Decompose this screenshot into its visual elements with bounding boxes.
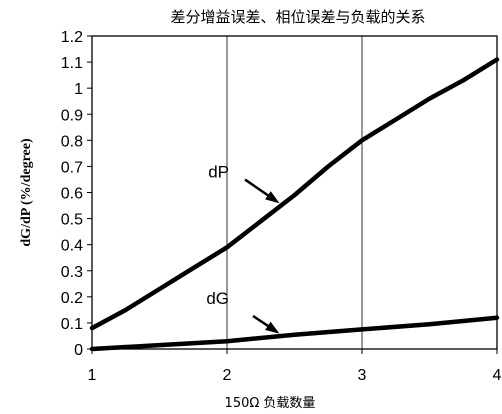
x-tick-label: 3 <box>358 367 367 384</box>
y-tick-label: 0.5 <box>61 212 83 229</box>
y-tick-label: 1 <box>74 81 83 98</box>
y-tick-label: 0.1 <box>61 316 83 333</box>
y-tick-label: 0.9 <box>61 107 83 124</box>
x-axis-label: 150Ω 负载数量 <box>225 396 316 411</box>
y-tick-label: 0.2 <box>61 290 83 307</box>
series-group <box>89 57 500 352</box>
y-tick-label: 1.1 <box>61 55 83 72</box>
grid <box>226 36 363 349</box>
annotation-arrowhead-dG <box>265 321 280 334</box>
annotation-label-dP: dP <box>208 163 229 182</box>
series-line-dG <box>89 315 500 352</box>
y-tick-label: 0.8 <box>61 133 83 150</box>
chart-title: 差分增益误差、相位误差与负载的关系 <box>170 8 425 26</box>
x-tick-label: 1 <box>88 367 97 384</box>
y-tick-label: 0.6 <box>61 186 83 203</box>
annotation-group: dP dG <box>206 163 280 334</box>
annotation-label-dG: dG <box>206 289 229 308</box>
annotation-arrowhead-dP <box>265 191 280 204</box>
y-axis-ticks: 0 0.1 0.2 0.3 0.4 0.5 0.6 0.7 0.8 0.9 1 1.1 1.2 <box>61 29 92 359</box>
y-tick-label: 1.2 <box>61 29 83 46</box>
y-tick-label: 0 <box>74 342 83 359</box>
x-tick-label: 4 <box>493 367 502 384</box>
y-tick-label: 0.3 <box>61 264 83 281</box>
x-axis-ticks: 1 2 3 4 <box>88 349 502 384</box>
x-tick-label: 2 <box>223 367 232 384</box>
y-axis-label: dG/dP (%/degree) <box>19 138 34 247</box>
y-tick-label: 0.4 <box>61 238 83 255</box>
series-line-dP <box>89 57 500 331</box>
y-tick-label: 0.7 <box>61 159 83 176</box>
